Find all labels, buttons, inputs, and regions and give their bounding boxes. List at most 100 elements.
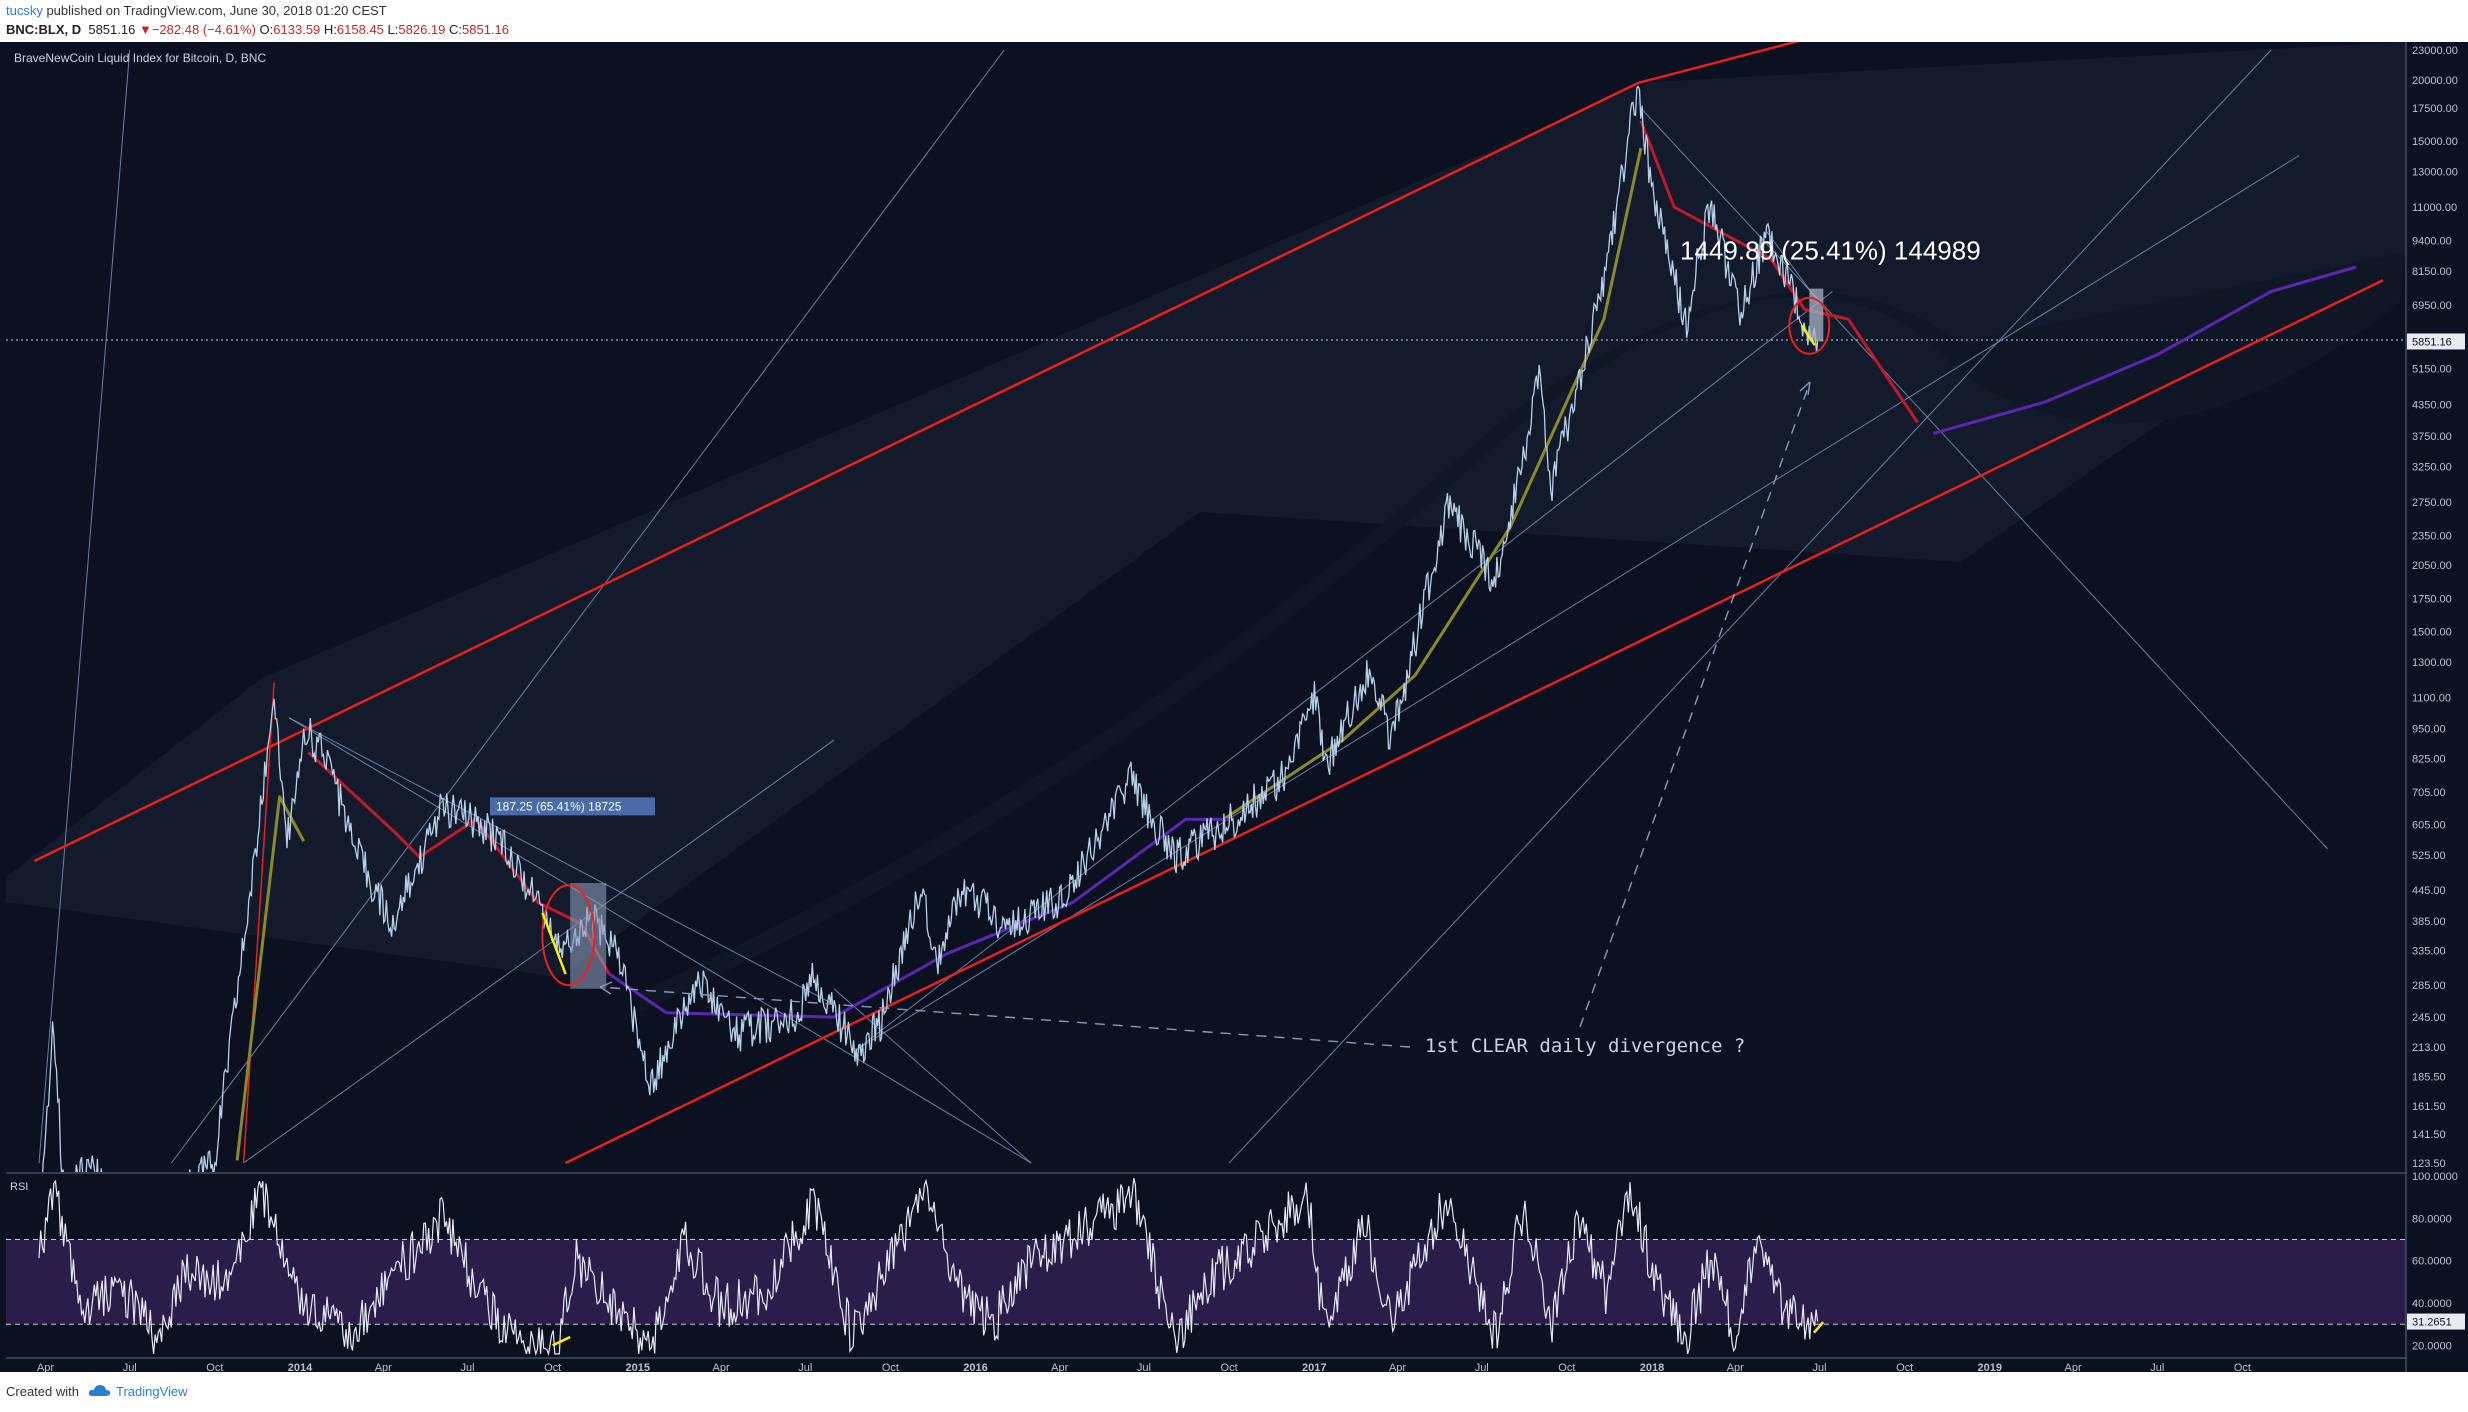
trendline[interactable] [855,155,2300,1051]
trendline[interactable] [1228,49,2272,1164]
time-tick-label: Apr [2064,1362,2081,1372]
price-tick-label: 23000.00 [2412,45,2458,57]
price-tick-label: 2350.00 [2412,531,2452,543]
price-divergence-line [541,912,567,975]
ohlc-line: BNC:BLX, D 5851.16 ▼−282.48 (−4.61%) O:6… [6,22,509,37]
price-tick-label: 605.00 [2412,820,2446,832]
time-tick-label: 2016 [963,1362,987,1372]
low-label: L: [387,22,399,37]
price-tick-label: 1500.00 [2412,626,2452,638]
time-tick-label: Oct [2234,1362,2251,1372]
channel-leg-line[interactable] [242,682,275,1164]
rsi-series-group: RSI [6,1177,2406,1357]
created-with-label: Created with [6,1384,79,1399]
dashed-arrow-left [599,986,1411,1048]
price-tick-label: 1750.00 [2412,593,2452,605]
price-tick-label: 17500.00 [2412,103,2458,115]
annotations-group[interactable]: 187.25 (65.41%) 18725 1449.89 (25.41%) 14… [490,235,1981,1057]
time-tick-label: Apr [1727,1362,1744,1372]
price-pane[interactable]: 187.25 (65.41%) 18725 1449.89 (25.41%) 14… [0,42,2406,1238]
price-tick-label: 5150.00 [2412,364,2452,376]
rsi-legend: RSI [10,1181,28,1193]
divergence-circle-2014[interactable] [541,884,596,987]
price-axis-background [2406,42,2468,1372]
trendline[interactable] [243,739,835,1164]
price-tick-label: 15000.00 [2412,136,2458,148]
price-line [42,85,1819,1172]
measure-label-2014: 187.25 (65.41%) 18725 [496,799,622,813]
symbol-label: BNC:BLX, D [6,22,82,37]
rsi-pane[interactable]: RSI [6,1177,2406,1357]
time-tick-label: Jul [123,1362,137,1372]
price-tick-label: 1300.00 [2412,657,2452,669]
moving-average-line [608,817,1230,1019]
price-tick-label: 20000.00 [2412,75,2458,87]
rsi-last-label: 31.2651 [2412,1317,2452,1329]
rsi-tick-label: 20.0000 [2412,1340,2452,1352]
price-tick-label: 213.00 [2412,1042,2446,1054]
trendline[interactable] [170,49,1005,1164]
price-tick-label: 705.00 [2412,787,2446,799]
price-tick-label: 8150.00 [2412,266,2452,278]
time-tick-label: Jul [2150,1362,2164,1372]
measure-box-2014[interactable] [570,882,607,989]
tradingview-link[interactable]: TradingView [116,1384,188,1399]
dashed-arrow-up [1579,381,1811,1028]
price-tick-label: 161.50 [2412,1101,2446,1113]
time-tick-label: Jul [1812,1362,1826,1372]
high-label: H: [323,22,337,37]
price-tick-label: 245.00 [2412,1012,2446,1024]
time-tick-label: Apr [1389,1362,1406,1372]
divergence-note: 1st CLEAR daily divergence ? [1425,1035,1745,1057]
author-link[interactable]: tucsky [6,3,43,18]
moving-average-line [1639,120,1919,424]
price-tick-label: 185.50 [2412,1071,2446,1083]
price-series-group [42,85,1819,1172]
price-tick-label: 1100.00 [2412,692,2451,704]
price-tick-label: 825.00 [2412,754,2446,766]
price-tick-label: 123.50 [2412,1158,2446,1170]
trendline[interactable] [1640,107,2328,850]
price-tick-label: 11000.00 [2412,202,2457,214]
time-tick-label: Jul [1475,1362,1489,1372]
change-value: −282.48 (−4.61%) [151,22,256,37]
footer: Created with TradingView [0,1372,2468,1412]
close-value: 5851.16 [462,22,509,37]
chart-area[interactable]: 187.25 (65.41%) 18725 1449.89 (25.41%) 14… [0,42,2468,1372]
trendlines-group[interactable] [38,49,2328,1164]
low-value: 5826.19 [398,22,446,37]
time-tick-label: Jul [798,1362,812,1372]
time-tick-label: Oct [206,1362,223,1372]
price-tick-label: 285.00 [2412,980,2446,992]
measure-box-2018[interactable] [1809,288,1824,342]
rsi-tick-label: 100.0000 [2412,1171,2458,1183]
price-tick-label: 141.50 [2412,1129,2446,1141]
tradingview-cloud-icon [88,1385,111,1396]
time-tick-label: Jul [460,1362,474,1372]
price-tick-label: 385.00 [2412,916,2446,928]
time-tick-label: Apr [375,1362,392,1372]
rsi-axis[interactable]: 100.0000 80.0000 60.0000 40.0000 20.0000 31.2… [2407,1171,2465,1352]
trendline[interactable] [288,717,835,1005]
chart-title: BraveNewCoin Liquid Index for Bitcoin, D… [14,51,266,65]
trendline[interactable] [38,49,131,1164]
divergence-circle-2018[interactable] [1788,296,1831,355]
channel-lines-group[interactable] [33,42,2384,1165]
change-arrow-icon: ▼ [138,22,152,37]
channel-shading [6,42,2406,977]
high-value: 6158.45 [336,22,384,37]
time-axis[interactable]: Apr Jul Oct 2014 Apr Jul Oct 2015 Apr Jul Oct 2016 A… [37,1362,2251,1372]
moving-average-line [235,795,306,1161]
arc-shading [640,252,2406,1012]
channel-upper-line[interactable] [1637,42,2215,85]
channel-lower-line[interactable] [565,279,2384,1165]
price-tick-label: 13000.00 [2412,166,2458,178]
price-tick-label: 3750.00 [2412,431,2452,443]
arrow-head-icon [1799,381,1811,396]
time-tick-label: 2018 [1640,1362,1664,1372]
publication-header: tucsky published on TradingView.com, Jun… [0,0,2468,42]
price-tick-label: 2050.00 [2412,560,2452,572]
price-axis[interactable]: 123.50 141.50 161.50 185.50 213.00 245.00 285.… [2407,45,2465,1170]
channel-upper-line[interactable] [33,81,1639,863]
trendline[interactable] [288,717,1032,1164]
